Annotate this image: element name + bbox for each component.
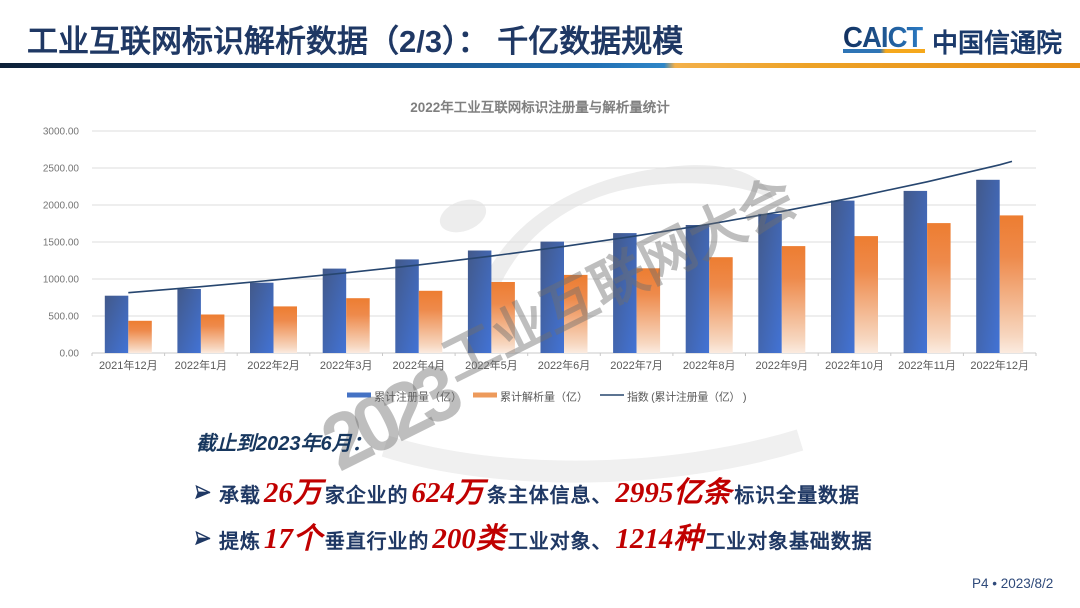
svg-text:累计注册量（亿）: 累计注册量（亿） [374, 390, 462, 404]
svg-text:2022年6月: 2022年6月 [538, 358, 591, 372]
svg-text:2022年1月: 2022年1月 [175, 358, 228, 372]
svg-text:2022年5月: 2022年5月 [465, 358, 518, 372]
svg-text:2021年12月: 2021年12月 [99, 358, 158, 372]
svg-text:1000.00: 1000.00 [43, 275, 80, 286]
svg-text:2022年3月: 2022年3月 [320, 358, 373, 372]
svg-text:2022年10月: 2022年10月 [825, 358, 884, 372]
svg-text:500.00: 500.00 [48, 312, 79, 323]
svg-text:2022年工业互联网标识注册量与解析量统计: 2022年工业互联网标识注册量与解析量统计 [410, 99, 670, 115]
svg-text:2022年8月: 2022年8月 [683, 358, 736, 372]
svg-text:3000.00: 3000.00 [43, 127, 80, 138]
svg-text:0.00: 0.00 [60, 349, 80, 360]
svg-text:2000.00: 2000.00 [43, 201, 80, 212]
svg-text:累计解析量（亿）: 累计解析量（亿） [500, 390, 588, 404]
svg-text:2022年11月: 2022年11月 [898, 358, 956, 372]
svg-text:1500.00: 1500.00 [43, 238, 80, 249]
svg-text:2022年9月: 2022年9月 [756, 358, 809, 372]
svg-text:2022年2月: 2022年2月 [247, 358, 300, 372]
svg-text:2022年4月: 2022年4月 [393, 358, 446, 372]
svg-text:2022年7月: 2022年7月 [610, 358, 663, 372]
svg-text:指数 (累计注册量（亿） ): 指数 (累计注册量（亿） ) [627, 390, 746, 404]
svg-text:2500.00: 2500.00 [43, 164, 80, 175]
svg-text:2022年12月: 2022年12月 [970, 358, 1029, 372]
